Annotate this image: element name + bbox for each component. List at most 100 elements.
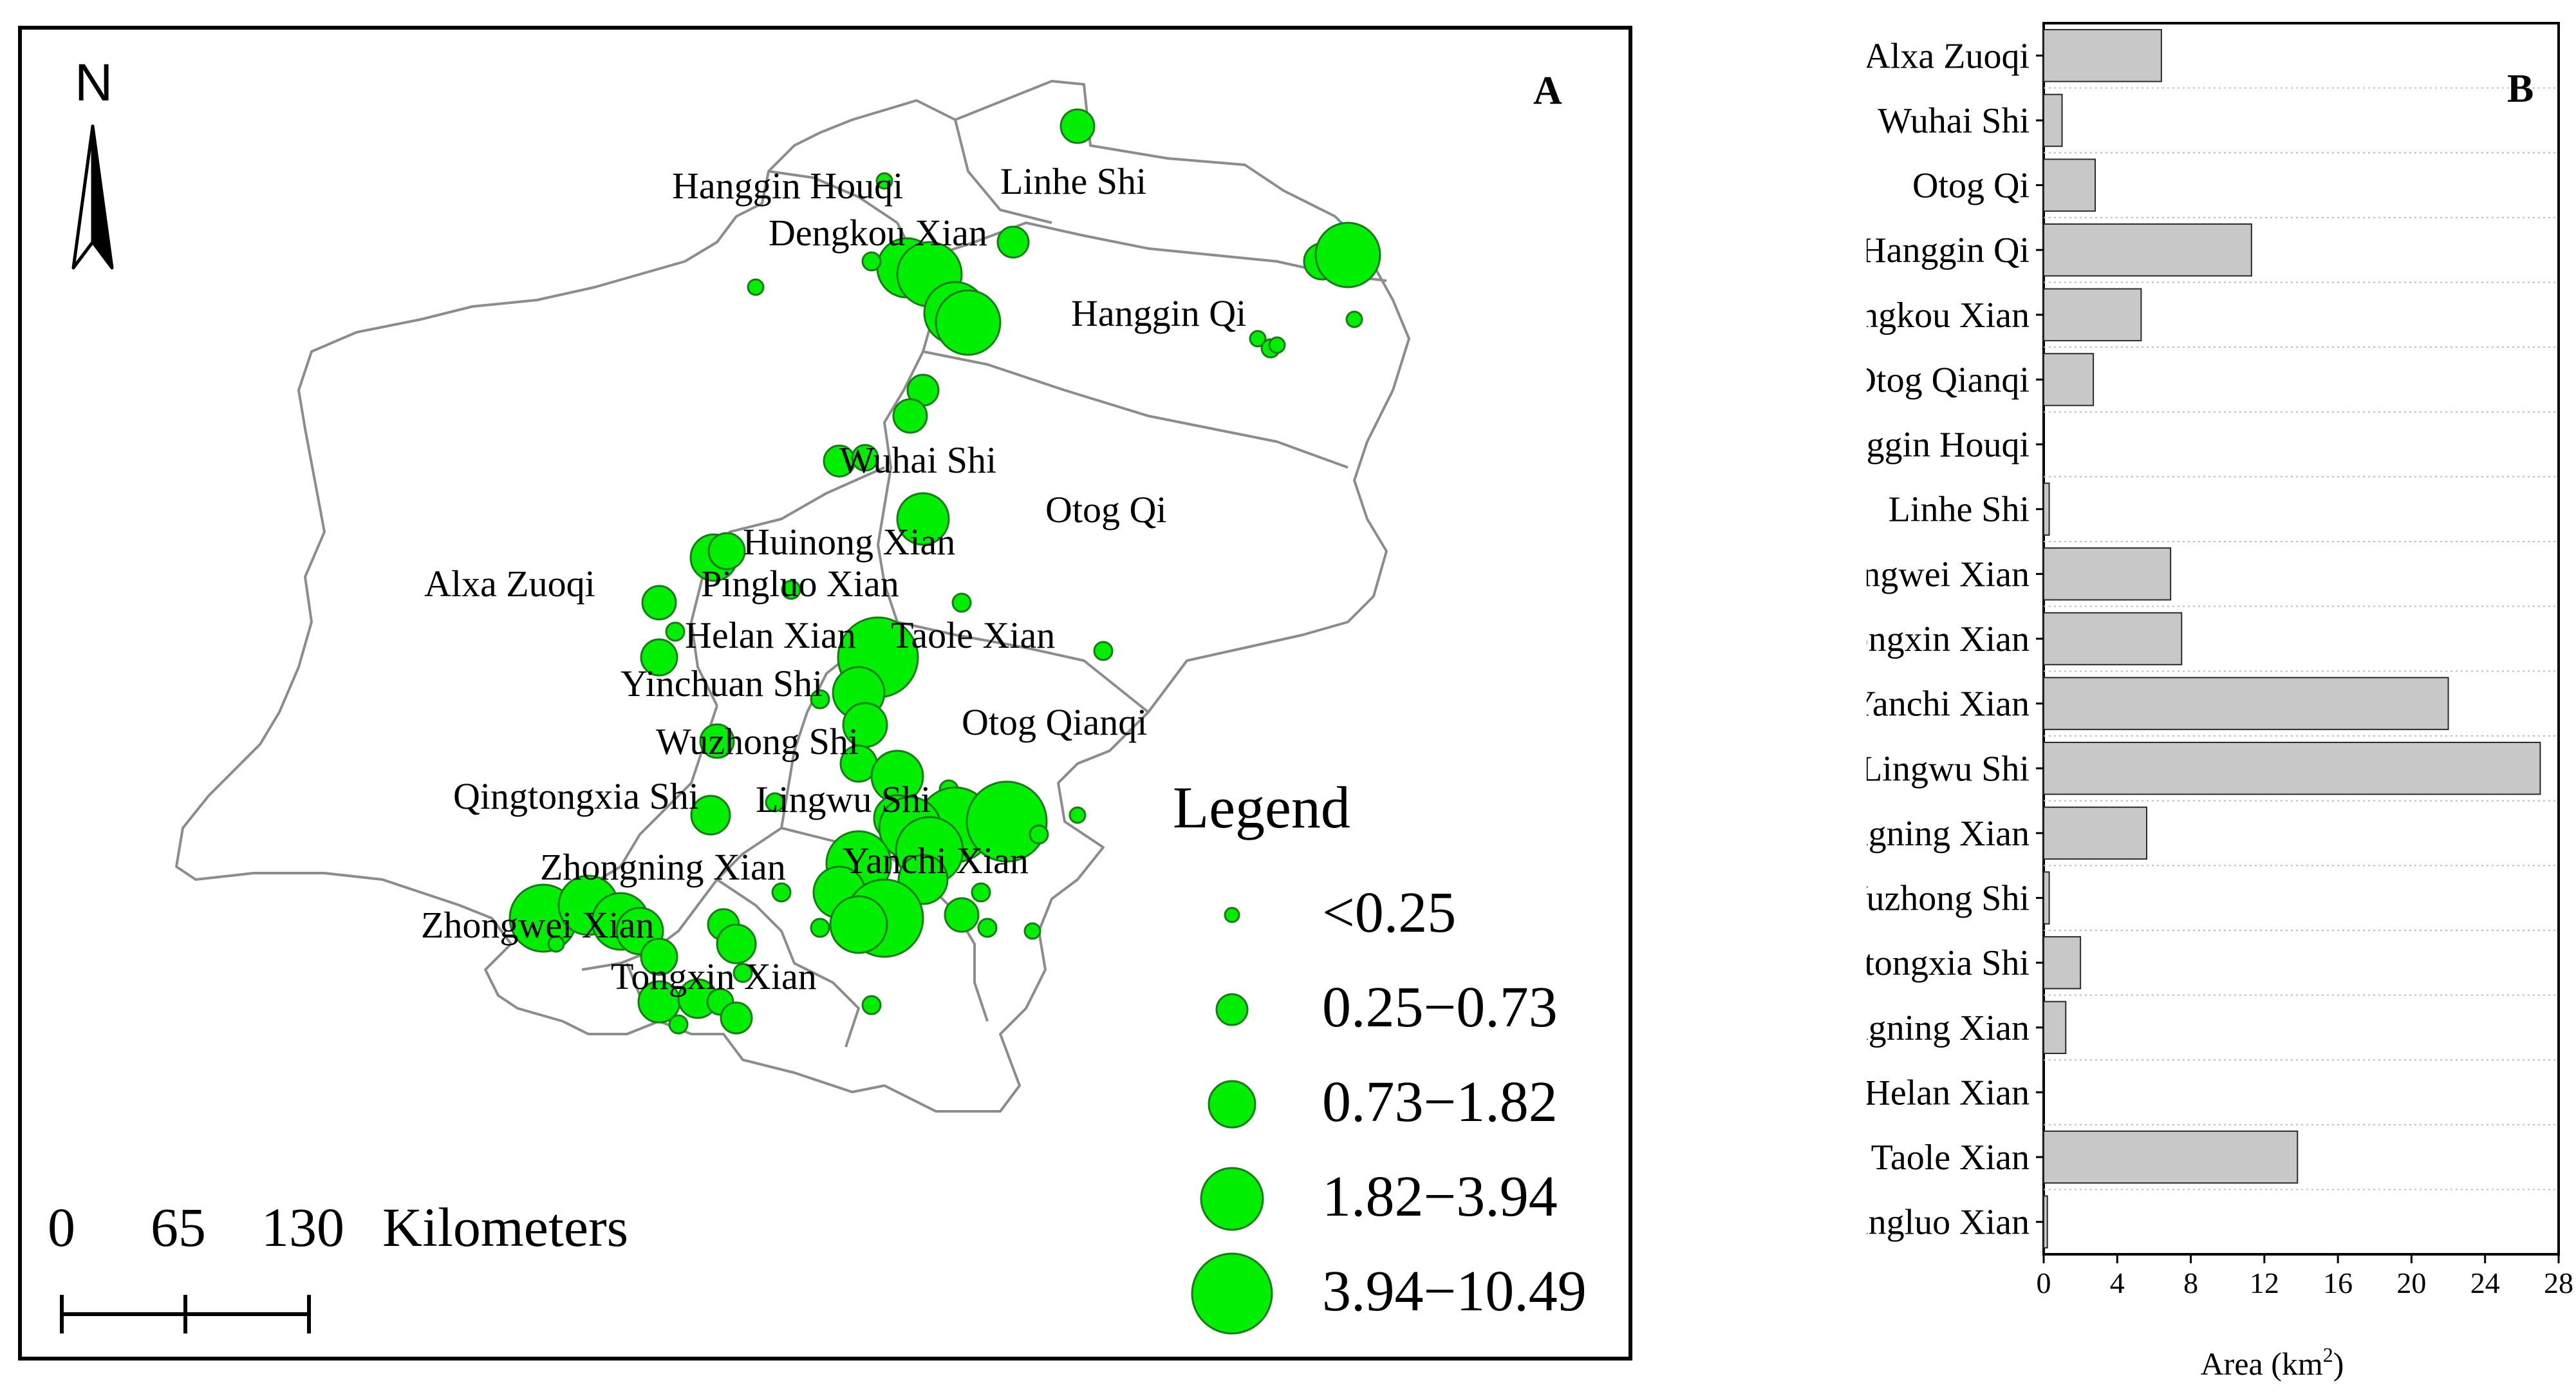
map-marker <box>1268 336 1286 354</box>
legend-symbol-class-3 <box>1208 1080 1256 1129</box>
map-marker <box>971 882 991 903</box>
map-marker <box>810 918 830 938</box>
category-label: Dengkou Xian <box>1867 296 2030 335</box>
x-axis-title-main: Area (km <box>2201 1346 2323 1382</box>
legend-symbol-class-1 <box>1224 907 1240 923</box>
x-axis-title-superscript: 2 <box>2323 1343 2333 1366</box>
bar <box>2043 677 2449 730</box>
boundary-line-4 <box>877 351 924 623</box>
panel-letter-a: A <box>1533 69 1562 113</box>
place-label: Huinong Xian <box>743 521 955 563</box>
north-label: N <box>75 53 113 112</box>
grid-lines <box>2044 87 2559 1191</box>
place-label: Linhe Shi <box>1000 160 1146 202</box>
place-label: Otog Qianqi <box>962 701 1147 743</box>
map-marker <box>1059 108 1096 144</box>
map-marker <box>944 897 980 933</box>
place-label: Zhongning Xian <box>540 846 786 888</box>
place-label: Pingluo Xian <box>701 563 899 605</box>
legend-symbol-class-5 <box>1191 1252 1273 1335</box>
x-tick-label: 0 <box>2037 1267 2051 1299</box>
bar <box>2043 223 2252 277</box>
bar <box>2043 806 2147 860</box>
map-marker <box>640 638 678 677</box>
x-tick-label: 12 <box>2250 1267 2279 1299</box>
category-label: Pingluo Xian <box>1867 1203 2030 1243</box>
place-label: Taole Xian <box>891 614 1055 656</box>
bar <box>2043 871 2050 925</box>
map-marker <box>665 621 686 642</box>
map-marker <box>829 895 888 954</box>
chart-panel: Alxa Zuoqi Wuhai Shi Otog Qi Hanggin Qi Deng… <box>1867 0 2576 1394</box>
boundary-line-5 <box>922 350 1349 469</box>
place-label: Helan Xian <box>685 614 856 656</box>
place-label: Yinchuan Shi <box>621 663 823 704</box>
place-label: Wuzhong Shi <box>656 721 859 762</box>
place-label: Wuhai Shi <box>839 439 996 481</box>
legend-symbol-class-4 <box>1200 1167 1264 1231</box>
category-label: Otog Qianqi <box>1867 360 2030 400</box>
x-tick-label: 4 <box>2110 1267 2125 1299</box>
bar <box>2043 482 2050 536</box>
map-marker <box>896 492 950 546</box>
category-label: Wuzhong Shi <box>1867 879 2030 919</box>
map-marker <box>707 532 746 570</box>
map-marker <box>747 278 765 296</box>
scale-tick-label: 65 <box>151 1196 206 1258</box>
map-marker <box>861 995 882 1015</box>
map-marker <box>699 723 735 759</box>
graduated-symbols <box>509 108 1381 1035</box>
boundary-line-8 <box>897 621 1150 713</box>
bars <box>2043 29 2541 1248</box>
category-label: Yanchi Xian <box>1867 684 2030 724</box>
x-tick-label: 28 <box>2544 1267 2573 1299</box>
bar <box>2043 1195 2048 1248</box>
x-axis-title: Area (km2) <box>2201 1343 2344 1382</box>
panel-letter-b: B <box>2507 67 2534 111</box>
map-marker <box>690 795 731 836</box>
place-label: Lingwu Shi <box>756 778 931 820</box>
category-label: Otog Qi <box>1912 166 2030 206</box>
place-label: Zhongwei Xian <box>421 904 654 946</box>
map-marker <box>1314 221 1381 288</box>
bar <box>2043 547 2172 601</box>
scale-tick-label: 130 <box>261 1196 344 1258</box>
map-marker <box>977 918 998 938</box>
map-marker <box>851 444 879 472</box>
legend-label: 0.25−0.73 <box>1322 975 1558 1039</box>
category-label: Hanggin Qi <box>1867 231 2030 270</box>
north-arrow-icon <box>71 124 114 270</box>
map-marker <box>716 923 757 965</box>
bar <box>2043 93 2063 147</box>
legend-label: 1.82−3.94 <box>1322 1165 1558 1229</box>
category-label: Zhongning Xian <box>1867 814 2030 854</box>
place-labels: Hanggin Houqi Linhe Shi Dengkou Xian Han… <box>421 160 1246 997</box>
boundary-line-11 <box>581 827 783 971</box>
bar <box>2043 612 2183 666</box>
x-axis-title-end: ) <box>2333 1346 2344 1382</box>
legend-title: Legend <box>1173 775 1350 840</box>
place-label: Yanchi Xian <box>843 840 1029 881</box>
map-marker <box>875 172 893 190</box>
place-label: Hanggin Qi <box>1071 292 1246 334</box>
map-panel: Hanggin Houqi Linhe Shi Dengkou Xian Han… <box>18 26 1632 1361</box>
bar <box>2043 29 2162 82</box>
map-marker <box>996 225 1030 259</box>
place-label: Dengkou Xian <box>769 212 987 254</box>
x-axis-ticks: 0 4 8 12 16 20 24 28 <box>2037 1254 2573 1299</box>
bar <box>2043 1001 2067 1055</box>
map-marker <box>771 882 792 903</box>
x-tick-label: 16 <box>2323 1267 2353 1299</box>
map-marker <box>1023 922 1041 940</box>
map-canvas: Hanggin Houqi Linhe Shi Dengkou Xian Han… <box>60 80 1410 1335</box>
map-marker <box>641 585 677 621</box>
study-area-outline <box>175 80 1410 1113</box>
map-marker <box>1069 806 1087 824</box>
map-marker <box>547 935 565 953</box>
scale-tick-label: 0 <box>48 1196 75 1258</box>
map-marker <box>1029 824 1049 845</box>
legend-label: <0.25 <box>1322 881 1457 945</box>
x-tick-label: 8 <box>2183 1267 2198 1299</box>
place-label: Alxa Zuoqi <box>424 563 595 605</box>
legend-label: 0.73−1.82 <box>1322 1070 1558 1134</box>
